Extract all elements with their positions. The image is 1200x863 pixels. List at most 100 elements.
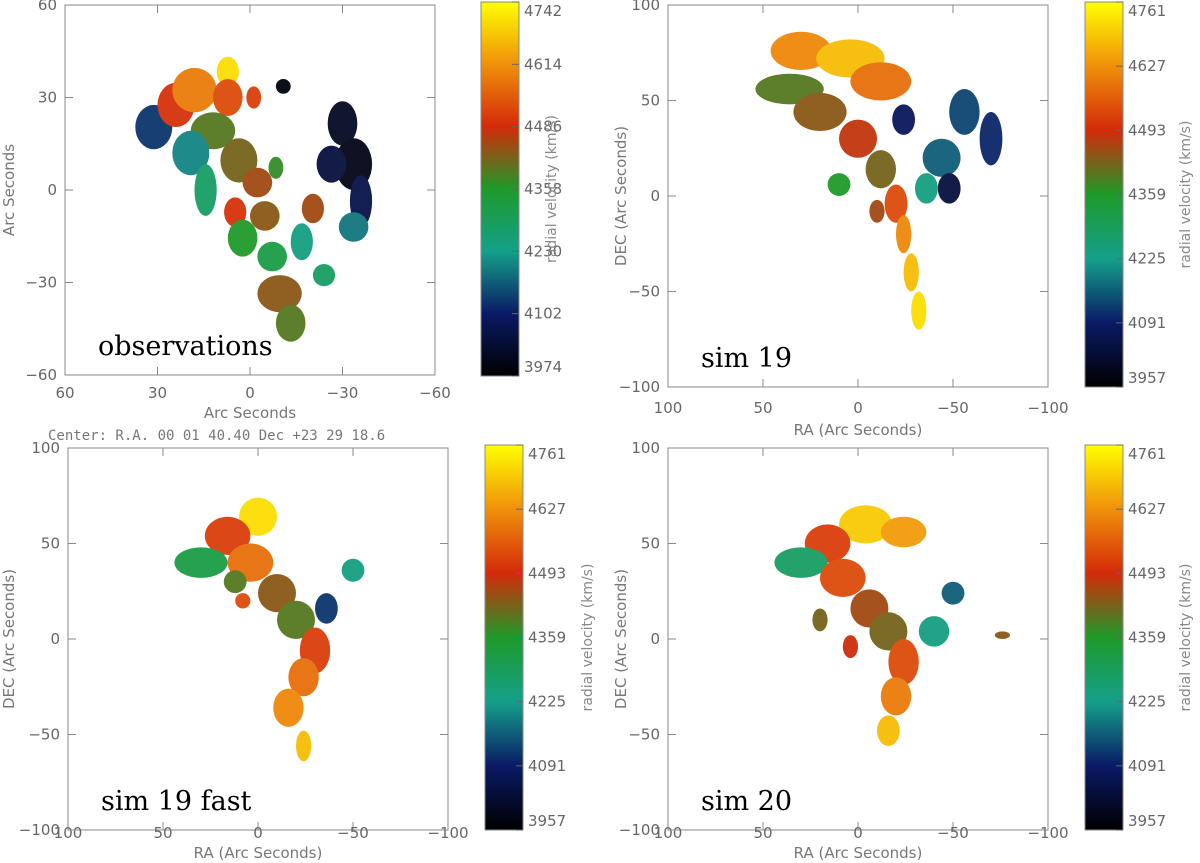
y-tick-label: 50 [641,92,660,110]
x-tick-label: −60 [419,384,451,402]
velocity-blob [865,150,896,189]
x-tick-label: 0 [853,824,863,842]
velocity-blob [174,547,228,578]
y-tick-label: 30 [38,89,57,107]
velocity-blob [918,616,950,647]
colorbar-tick-label: 4091 [1128,757,1166,775]
y-tick-label: 100 [631,439,660,457]
x-tick-label: 30 [148,384,167,402]
velocity-blob [257,241,288,272]
y-tick-label: 0 [650,187,660,205]
velocity-field [774,505,1011,746]
velocity-blob [937,173,961,204]
velocity-blob [892,104,915,135]
velocity-blob [842,635,859,659]
colorbar-tick-label: 4486 [524,118,562,136]
y-tick-label: 50 [41,535,60,553]
x-tick-label: 60 [55,384,74,402]
velocity-blob [223,570,247,594]
y-tick-label: −100 [619,378,660,396]
velocity-blob [884,184,908,223]
colorbar-tick-label: 4742 [524,2,562,20]
x-tick-label: 50 [153,824,172,842]
x-axis-label: RA (Arc Seconds) [194,844,323,862]
y-tick-label: 0 [50,630,60,648]
velocity-field [135,56,373,342]
velocity-blob [172,67,217,113]
velocity-blob [877,715,900,746]
colorbar-tick-label: 4225 [1128,250,1166,268]
y-tick-label: 0 [650,630,660,648]
y-axis-label: DEC (Arc Seconds) [612,569,630,709]
colorbar-tick-label: 4614 [524,55,562,73]
y-axis-label: DEC (Arc Seconds) [0,569,18,709]
velocity-blob [242,167,273,198]
velocity-blob [915,173,938,204]
colorbar-tick-label: 4225 [1128,693,1166,711]
x-tick-label: 0 [245,384,255,402]
velocity-blob [774,547,828,578]
velocity-blob [979,111,1003,166]
panel-label: sim 20 [701,786,792,817]
colorbar-tick-label: 4359 [528,629,566,647]
colorbar-tick-label: 4102 [524,305,562,323]
velocity-blob [277,600,315,640]
velocity-blob [949,89,980,135]
colorbar-tick-label: 3957 [528,812,566,830]
velocity-blob [213,79,243,116]
velocity-blob [316,145,347,183]
center-coordinates: Center: R.A. 00 01 40.40 Dec +23 29 18.6 [48,428,385,444]
panel-label: observations [98,331,273,362]
velocity-blob [315,593,338,624]
y-tick-label: 50 [641,535,660,553]
x-tick-label: −100 [1027,399,1068,417]
y-axis-label: Arc Seconds [0,144,18,236]
x-axis-label: Arc Seconds [204,404,296,422]
x-tick-label: 50 [753,824,772,842]
colorbar-tick-label: 4627 [1128,57,1166,75]
colorbar-label: radial velocity (km/s) [580,564,596,712]
colorbar-tick-label: 4761 [528,445,566,463]
colorbar-tick-label: 4358 [524,180,562,198]
y-tick-label: −100 [19,821,60,839]
velocity-blob [888,639,919,685]
x-tick-label: 50 [753,399,772,417]
colorbar-tick-label: 4627 [528,500,566,518]
panel-4: 100 50 0 −50 −100 −100 −50 0 50 100 RA (Arc Second… [612,439,1194,862]
velocity-blob [820,558,866,597]
panel-3: 100 50 0 −50 −100 −100 −50 0 50 100 RA (Arc Second… [0,439,596,862]
velocity-blob [258,574,296,613]
velocity-blob [869,199,885,223]
velocity-blob [288,658,319,697]
y-tick-label: −50 [628,283,660,301]
velocity-blob [812,608,828,632]
x-tick-label: 100 [54,824,83,842]
x-tick-label: −50 [937,824,969,842]
plot-frame [667,447,1049,831]
velocity-blob [227,219,258,257]
x-tick-label: −50 [937,399,969,417]
colorbar-label: radial velocity (km/s) [544,115,560,263]
velocity-blob [880,516,927,548]
y-tick-label: −50 [28,726,60,744]
x-tick-label: −50 [337,824,369,842]
x-tick-label: −30 [327,384,359,402]
x-tick-label: 0 [853,399,863,417]
colorbar-tick-label: 4493 [1128,564,1166,582]
y-tick-label: 100 [31,439,60,457]
velocity-blob [249,201,280,231]
velocity-blob [273,688,304,727]
colorbar-tick-label: 4091 [528,757,566,775]
colorbar-tick-label: 3974 [524,358,562,376]
velocity-blob [770,31,832,70]
velocity-blob [839,505,893,544]
velocity-blob [911,291,927,330]
velocity-blob [290,223,313,261]
x-tick-label: 100 [654,824,683,842]
velocity-blob [275,304,306,342]
colorbar-tick-label: 4091 [1128,314,1166,332]
colorbar-label: radial velocity (km/s) [1178,121,1194,269]
x-tick-label: −100 [427,824,468,842]
y-tick-label: 0 [47,181,57,199]
